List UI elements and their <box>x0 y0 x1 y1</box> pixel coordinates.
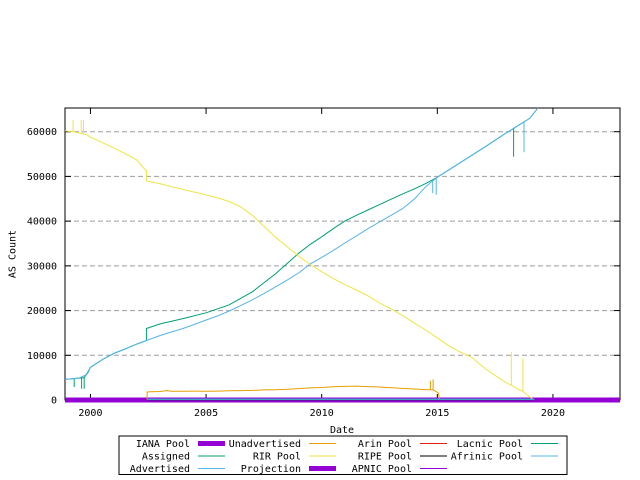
legend-label-afrinic-pool: Afrinic Pool <box>451 452 523 463</box>
legend-label-ripe-pool: RIPE Pool <box>358 452 412 463</box>
legend-label-lacnic-pool: Lacnic Pool <box>457 439 523 450</box>
y-tick-label-50000: 50000 <box>27 172 57 183</box>
x-tick-label-2020: 2020 <box>541 408 565 419</box>
legend-label-advertised: Advertised <box>130 464 190 475</box>
x-tick-label-2015: 2015 <box>425 408 449 419</box>
y-axis-title: AS Count <box>7 229 19 279</box>
legend-label-apnic-pool: APNIC Pool <box>352 464 412 475</box>
legend-label-iana-pool: IANA Pool <box>136 439 190 450</box>
y-tick-label-0: 0 <box>51 396 57 407</box>
series-line-assigned <box>64 107 539 389</box>
y-tick-label-60000: 60000 <box>27 127 57 138</box>
y-tick-label-10000: 10000 <box>27 351 57 362</box>
legend-label-unadvertised: Unadvertised <box>229 439 301 450</box>
x-tick-label-2000: 2000 <box>78 408 102 419</box>
series-line-unadvertised <box>146 379 441 401</box>
series-line-advertised <box>64 107 539 380</box>
y-tick-label-40000: 40000 <box>27 217 57 228</box>
legend-label-assigned: Assigned <box>142 452 190 463</box>
plot-border <box>64 107 621 401</box>
x-axis-title: Date <box>329 425 355 436</box>
x-tick-label-2005: 2005 <box>194 408 218 419</box>
y-tick-label-20000: 20000 <box>27 306 57 317</box>
x-tick-label-2010: 2010 <box>310 408 334 419</box>
legend-label-rir-pool: RIR Pool <box>253 452 301 463</box>
legend-box <box>118 435 568 475</box>
series-line-rir-pool <box>64 120 535 401</box>
y-tick-label-30000: 30000 <box>27 261 57 272</box>
legend-label-projection: Projection <box>241 464 301 475</box>
legend-label-arin-pool: Arin Pool <box>358 439 412 450</box>
